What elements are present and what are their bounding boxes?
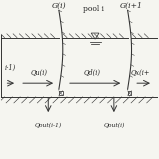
Text: Qout(i-1): Qout(i-1) bbox=[35, 123, 62, 128]
Bar bbox=[128, 91, 131, 95]
Text: i-1): i-1) bbox=[4, 64, 16, 72]
Text: Qu(i): Qu(i) bbox=[30, 69, 47, 77]
Text: Qout(i): Qout(i) bbox=[103, 123, 124, 128]
Text: Qd(i): Qd(i) bbox=[83, 69, 100, 77]
Text: G(i): G(i) bbox=[52, 2, 66, 10]
Text: G(i+1: G(i+1 bbox=[120, 2, 142, 10]
Bar bbox=[59, 91, 63, 95]
Text: pool i: pool i bbox=[83, 5, 104, 13]
Text: Qx(i+: Qx(i+ bbox=[131, 69, 150, 77]
